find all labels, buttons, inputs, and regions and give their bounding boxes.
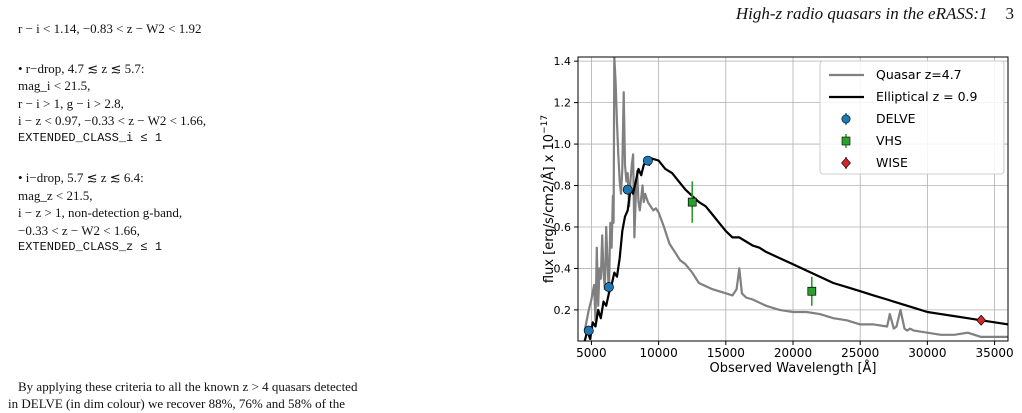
legend-vhs-label: VHS — [876, 133, 902, 148]
i-drop-line: −0.33 < z − W2 < 1.66, — [18, 222, 140, 238]
sed-chart: 5000 10000 15000 20000 25000 30000 35000 0.2 0.4… — [540, 55, 1014, 376]
r-drop-line: i − z < 0.97, −0.33 < z − W2 < 1.66, — [18, 113, 207, 128]
vhs-point — [807, 286, 817, 296]
delve-point — [642, 155, 653, 166]
y-tick-label: 0.6 — [554, 221, 572, 234]
running-header: High-z radio quasars in the eRASS:1 3 — [736, 4, 1014, 24]
i-drop-line: i − z > 1, non-detection g-band, — [18, 205, 183, 220]
r-drop-line: r − i > 1, g − i > 2.8, — [18, 95, 124, 111]
header-title: High-z radio quasars in the eRASS:1 — [735, 4, 988, 23]
i-drop-line: mag_z < 21.5, — [18, 187, 93, 203]
r-drop-line: mag_i < 21.5, — [18, 78, 91, 93]
legend-vhs-marker — [841, 136, 851, 146]
x-tick-label: 25000 — [841, 346, 879, 360]
y-axis-label: flux [erg/s/cm2/Å] x 10−17 — [540, 115, 557, 283]
y-tick-label: 0.4 — [554, 262, 572, 275]
delve-point — [622, 184, 633, 195]
y-tick-label: 0.8 — [554, 180, 572, 193]
legend-box — [819, 60, 1005, 175]
delve-point — [583, 325, 594, 336]
page-number: 3 — [1005, 4, 1015, 23]
r-drop-heading: • r−drop, 4.7 ≲ z ≲ 5.7: — [18, 60, 145, 76]
series-layer — [583, 57, 1008, 341]
x-tick-label: 15000 — [707, 346, 745, 360]
y-axis-label-exponent: −17 — [540, 115, 550, 134]
ticks: 5000 10000 15000 20000 25000 30000 35000 0.2 0.4… — [554, 55, 1014, 360]
y-tick-label: 1.4 — [554, 55, 572, 68]
y-tick-label: 1.2 — [554, 97, 572, 110]
r-drop-block: • r−drop, 4.7 ≲ z ≲ 5.7: mag_i < 21.5, r… — [18, 60, 498, 148]
quasar-spectrum-line — [583, 57, 1008, 338]
vhs-point — [687, 197, 697, 207]
i-drop-block: • i−drop, 5.7 ≲ z ≲ 6.4: mag_z < 21.5, i… — [18, 169, 498, 257]
body-line: By applying these criteria to all the kn… — [18, 379, 358, 394]
y-axis-label-text: flux [erg/s/cm2/Å] x 10 — [541, 134, 557, 283]
legend: Quasar z=4.7 Elliptical z = 0.9 DELVE VH… — [819, 60, 1005, 175]
x-tick-label: 5000 — [576, 346, 607, 360]
x-tick-label: 20000 — [774, 346, 812, 360]
i-drop-class-line: EXTENDED_CLASS_z ≤ 1 — [18, 240, 163, 254]
y-tick-label: 0.2 — [554, 304, 572, 317]
x-tick-label: 10000 — [640, 346, 678, 360]
delve-point — [603, 282, 614, 293]
x-axis-label: Observed Wavelength [Å] — [710, 360, 877, 376]
wise-point — [976, 314, 987, 326]
criteria-top-line: r − i < 1.14, −0.83 < z − W2 < 1.92 — [18, 21, 202, 36]
legend-elliptical-label: Elliptical z = 0.9 — [876, 89, 978, 104]
r-drop-class-line: EXTENDED_CLASS_i ≤ 1 — [18, 130, 163, 145]
i-drop-heading: • i−drop, 5.7 ≲ z ≲ 6.4: — [18, 170, 144, 185]
selection-criteria: r − i < 1.14, −0.83 < z − W2 < 1.92 • r−… — [18, 20, 498, 257]
x-tick-label: 30000 — [908, 346, 946, 360]
legend-wise-label: WISE — [876, 155, 908, 170]
x-tick-label: 35000 — [975, 346, 1013, 360]
legend-quasar-label: Quasar z=4.7 — [876, 67, 962, 82]
legend-delve-marker — [841, 114, 851, 124]
legend-wise-marker — [841, 157, 851, 169]
legend-delve-label: DELVE — [876, 111, 916, 126]
y-tick-label: 1.0 — [554, 138, 572, 151]
